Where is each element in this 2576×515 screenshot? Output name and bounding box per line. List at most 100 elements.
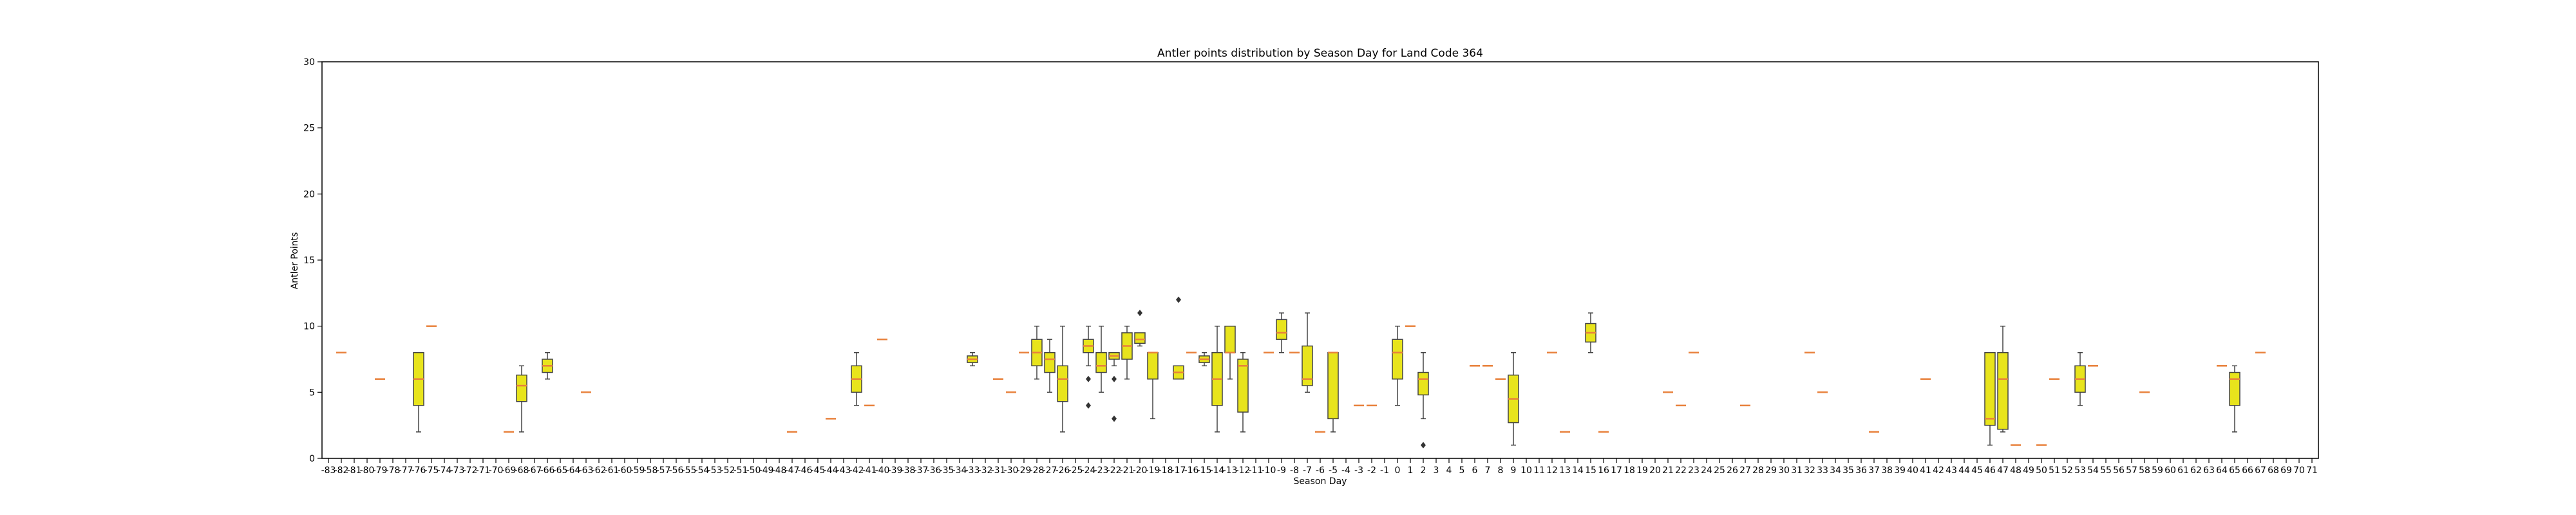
box-iqr [1327,351,1339,420]
box-iqr [1224,325,1236,353]
x-tick-label: -30 [1004,465,1019,476]
y-tick-label: 20 [303,189,315,200]
x-tick-label: -46 [798,465,813,476]
x-tick-label: -23 [1094,465,1109,476]
x-tick-label: -42 [849,465,864,476]
x-tick-label: -79 [373,465,388,476]
x-tick-label: -5 [1329,465,1338,476]
x-tick-label: 6 [1472,465,1478,476]
x-tick-label: -49 [759,465,774,476]
x-tick-label: 57 [2126,465,2137,476]
x-tick-label: -26 [1056,465,1070,476]
x-tick-label: 67 [2255,465,2266,476]
x-tick-label: 40 [1907,465,1918,476]
x-tick-label: 26 [1727,465,1738,476]
x-tick-label: -66 [540,465,555,476]
x-tick-label: -70 [489,465,504,476]
x-tick-label: -8 [1290,465,1299,476]
x-tick-label: -62 [592,465,607,476]
x-tick-label: -6 [1316,465,1325,476]
x-tick-label: 43 [1946,465,1957,476]
x-tick-label: 19 [1636,465,1648,476]
x-tick-label: -41 [862,465,877,476]
x-tick-label: -68 [515,465,529,476]
box-iqr [1057,365,1068,402]
x-tick-label: -20 [1133,465,1148,476]
x-tick-label: 53 [2074,465,2086,476]
x-tick-label: 71 [2306,465,2318,476]
x-tick-label: -21 [1120,465,1135,476]
x-tick-label: -73 [450,465,465,476]
x-tick-label: -82 [334,465,349,476]
x-tick-label: -24 [1081,465,1096,476]
x-tick-label: 15 [1585,465,1596,476]
x-tick-label: -50 [746,465,761,476]
x-tick-label: 47 [1997,465,2009,476]
x-tick-label: -75 [424,465,439,476]
x-tick-label: 21 [1662,465,1674,476]
x-tick-label: 31 [1791,465,1803,476]
x-tick-label: -22 [1107,465,1122,476]
x-tick-label: -69 [502,465,516,476]
x-tick-label: -61 [605,465,620,476]
x-tick-label: 65 [2229,465,2240,476]
x-tick-label: -37 [914,465,929,476]
x-tick-label: -11 [1249,465,1264,476]
x-tick-label: 41 [1920,465,1931,476]
x-tick-label: 36 [1855,465,1867,476]
box-iqr [1417,371,1429,396]
x-tick-label: 61 [2177,465,2189,476]
box-iqr [1984,351,1996,426]
x-tick-label: 17 [1611,465,1622,476]
x-tick-label: 48 [2010,465,2022,476]
x-tick-label: 46 [1984,465,1996,476]
x-tick-label: 58 [2139,465,2150,476]
x-tick-label: 0 [1395,465,1401,476]
x-tick-label: -28 [1030,465,1045,476]
x-tick-label: 34 [1830,465,1841,476]
x-tick-label: 18 [1624,465,1635,476]
outlier-point [1086,402,1091,409]
box-iqr [1997,351,2009,430]
x-tick-label: 64 [2216,465,2228,476]
box-iqr [1392,339,1403,380]
x-tick-label: -53 [708,465,723,476]
x-tick-label: 60 [2164,465,2176,476]
x-tick-label: -13 [1223,465,1238,476]
x-tick-label: -39 [888,465,903,476]
x-tick-label: -44 [824,465,838,476]
x-tick-label: -64 [566,465,581,476]
x-tick-label: -35 [940,465,954,476]
x-tick-label: 5 [1459,465,1465,476]
chart-title: Antler points distribution by Season Day… [1157,47,1483,60]
x-tick-label: -33 [965,465,980,476]
x-tick-label: -4 [1341,465,1350,476]
box-iqr [1095,351,1107,373]
x-tick-label: 54 [2087,465,2099,476]
x-tick-label: 49 [2023,465,2034,476]
x-tick-label: -67 [527,465,542,476]
x-tick-label: -36 [927,465,942,476]
x-tick-label: -52 [721,465,735,476]
x-tick-label: 4 [1446,465,1452,476]
outlier-point [1086,375,1091,382]
x-tick-label: 50 [2036,465,2047,476]
x-tick-label: -77 [399,465,413,476]
x-tick-label: -72 [463,465,478,476]
x-tick-label: 13 [1559,465,1571,476]
x-tick-label: -32 [978,465,993,476]
x-tick-label: 11 [1533,465,1545,476]
x-tick-label: -47 [785,465,800,476]
box-iqr [1044,351,1056,373]
x-tick-label: 14 [1572,465,1584,476]
outlier-point [1112,415,1117,422]
x-tick-label: -12 [1236,465,1251,476]
x-tick-label: 2 [1421,465,1426,476]
x-tick-label: -7 [1303,465,1312,476]
x-tick-label: 28 [1752,465,1764,476]
x-tick-label: 23 [1688,465,1700,476]
x-tick-label: -1 [1380,465,1389,476]
x-tick-label: 66 [2242,465,2253,476]
x-tick-label: -54 [695,465,710,476]
